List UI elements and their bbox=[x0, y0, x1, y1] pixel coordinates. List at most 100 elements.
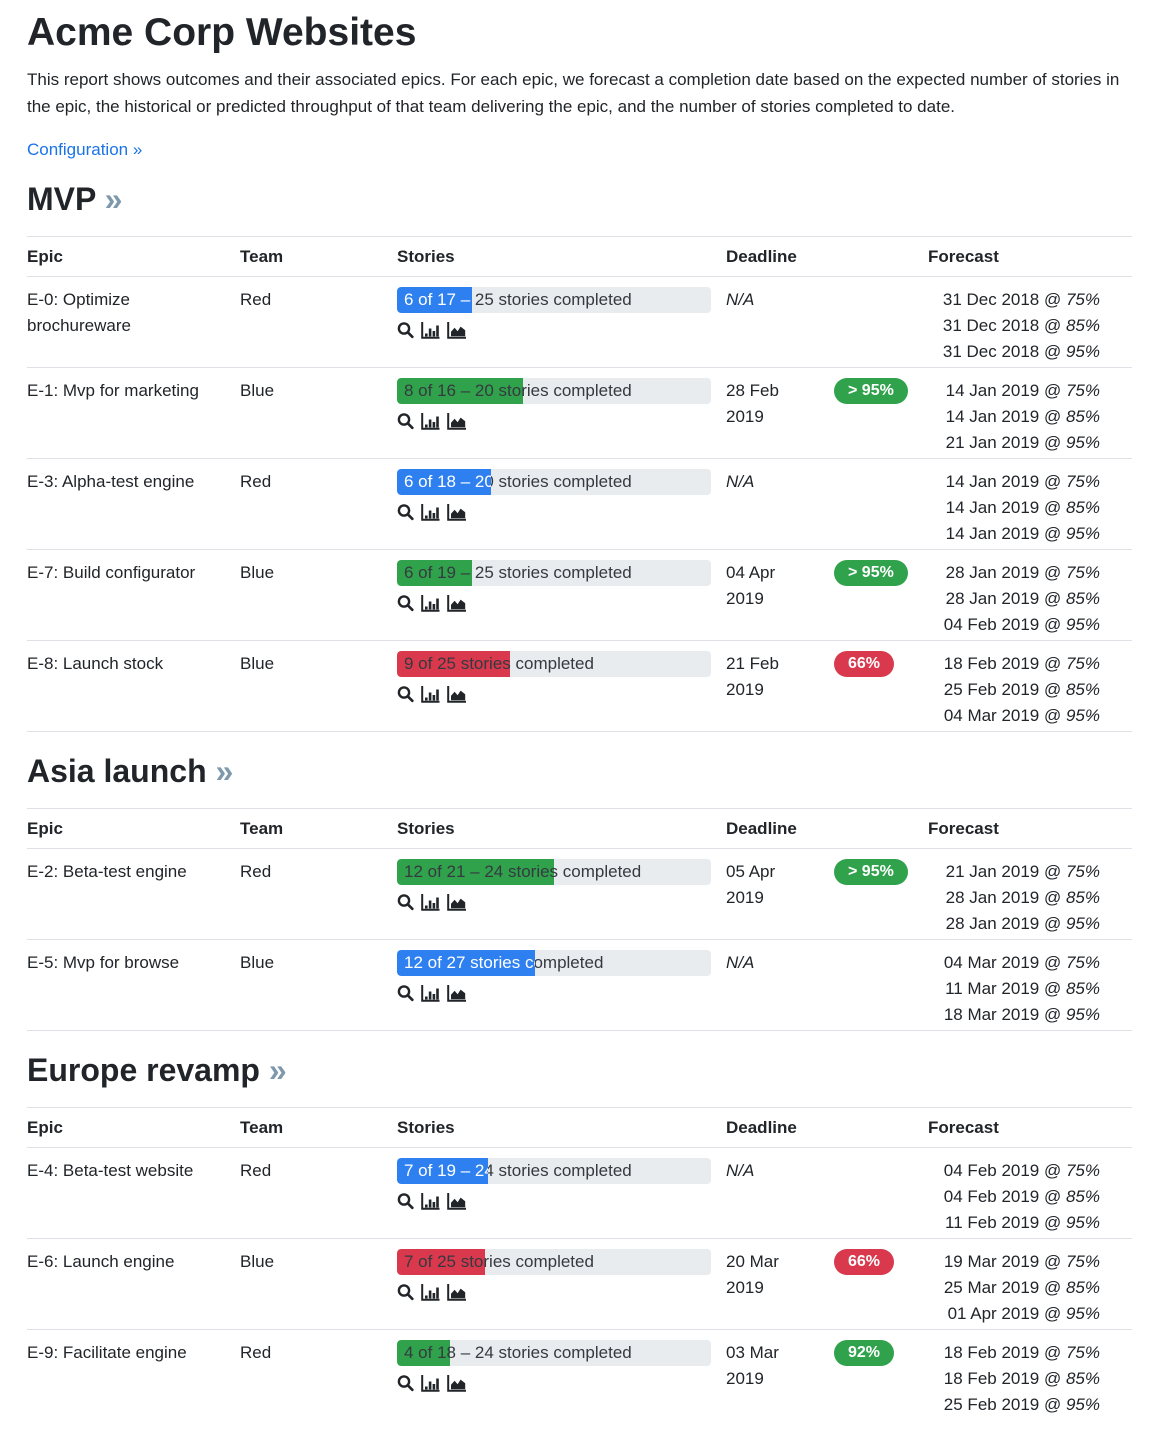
search-icon[interactable] bbox=[397, 1374, 414, 1392]
forecast-line: 28 Jan 2019 @ 85% bbox=[945, 589, 1100, 608]
bar-chart-icon[interactable] bbox=[421, 894, 440, 911]
stories-progress-bar: 4 of 18 – 24 stories completed 4 of 18 –… bbox=[397, 1340, 711, 1366]
search-icon[interactable] bbox=[397, 1283, 414, 1301]
deadline-cell: N/A bbox=[726, 1147, 928, 1239]
stories-progress-bar: 6 of 19 – 25 stories completed 6 of 19 –… bbox=[397, 560, 711, 586]
search-icon[interactable] bbox=[397, 412, 414, 430]
epic-row: E-6: Launch engine Blue 7 of 25 stories … bbox=[27, 1238, 1132, 1330]
bar-chart-icon[interactable] bbox=[421, 985, 440, 1002]
area-chart-icon[interactable] bbox=[447, 1193, 467, 1210]
bar-chart-icon[interactable] bbox=[421, 1193, 440, 1210]
forecast-line: 18 Mar 2019 @ 95% bbox=[943, 1005, 1100, 1024]
forecast-line: 31 Dec 2018 @ 95% bbox=[942, 342, 1100, 361]
forecast-line: 11 Mar 2019 @ 85% bbox=[945, 979, 1100, 998]
column-header-stories: Stories bbox=[397, 808, 726, 849]
column-header-deadline: Deadline bbox=[726, 236, 928, 277]
stories-progress-bar: 7 of 25 stories completed 7 of 25 storie… bbox=[397, 1249, 711, 1275]
bar-chart-icon[interactable] bbox=[421, 413, 440, 430]
team-name: Blue bbox=[240, 367, 397, 459]
forecast-line: 25 Feb 2019 @ 85% bbox=[943, 680, 1100, 699]
column-header-deadline: Deadline bbox=[726, 808, 928, 849]
forecast-line: 21 Jan 2019 @ 95% bbox=[945, 433, 1100, 452]
stories-actions bbox=[397, 684, 726, 703]
forecast-line: 31 Dec 2018 @ 85% bbox=[942, 316, 1100, 335]
forecast-line: 04 Feb 2019 @ 75% bbox=[943, 1161, 1100, 1180]
search-icon[interactable] bbox=[397, 503, 414, 521]
area-chart-icon[interactable] bbox=[447, 686, 467, 703]
probability-badge: 66% bbox=[834, 1249, 895, 1275]
forecast-line: 11 Feb 2019 @ 95% bbox=[945, 1213, 1100, 1232]
area-chart-icon[interactable] bbox=[447, 985, 467, 1002]
forecast-line: 01 Apr 2019 @ 95% bbox=[947, 1304, 1100, 1323]
forecast-line: 19 Mar 2019 @ 75% bbox=[943, 1252, 1100, 1271]
search-icon[interactable] bbox=[397, 984, 414, 1002]
team-name: Blue bbox=[240, 640, 397, 732]
probability-badge: > 95% bbox=[834, 378, 908, 404]
section-title: Asia launch bbox=[27, 753, 207, 789]
bar-chart-icon[interactable] bbox=[421, 504, 440, 521]
forecast-line: 04 Feb 2019 @ 85% bbox=[943, 1187, 1100, 1206]
forecast-line: 14 Jan 2019 @ 85% bbox=[945, 407, 1100, 426]
section-title: MVP bbox=[27, 181, 96, 217]
area-chart-icon[interactable] bbox=[447, 504, 467, 521]
deadline-cell: 28 Feb 2019 > 95% bbox=[726, 367, 928, 459]
bar-chart-icon[interactable] bbox=[421, 686, 440, 703]
bar-chart-icon[interactable] bbox=[421, 595, 440, 612]
team-name: Red bbox=[240, 1329, 397, 1420]
probability-badge: > 95% bbox=[834, 859, 908, 885]
stories-actions bbox=[397, 593, 726, 612]
epic-row: E-3: Alpha-test engine Red 6 of 18 – 20 … bbox=[27, 458, 1132, 550]
deadline-cell: N/A bbox=[726, 458, 928, 550]
forecast-line: 04 Mar 2019 @ 95% bbox=[943, 706, 1100, 725]
stories-progress-bar: 7 of 19 – 24 stories completed 7 of 19 –… bbox=[397, 1158, 711, 1184]
deadline-value: 28 Feb 2019 bbox=[726, 381, 779, 426]
probability-badge: 92% bbox=[834, 1340, 895, 1366]
search-icon[interactable] bbox=[397, 1192, 414, 1210]
configuration-link[interactable]: Configuration » bbox=[27, 140, 143, 159]
column-header-team: Team bbox=[240, 236, 397, 277]
search-icon[interactable] bbox=[397, 594, 414, 612]
forecast-list: 18 Feb 2019 @ 75% 18 Feb 2019 @ 85% 25 Feb… bbox=[928, 1329, 1132, 1420]
epics-table: Epic Team Stories Deadline Forecast E-2: Bet… bbox=[27, 808, 1132, 1031]
forecast-line: 04 Mar 2019 @ 75% bbox=[943, 953, 1100, 972]
search-icon[interactable] bbox=[397, 321, 414, 339]
stories-progress-bar: 12 of 21 – 24 stories completed 12 of 21… bbox=[397, 859, 711, 885]
column-header-epic: Epic bbox=[27, 236, 240, 277]
section-link-chevron[interactable]: » bbox=[215, 753, 234, 789]
area-chart-icon[interactable] bbox=[447, 1284, 467, 1301]
deadline-cell: N/A bbox=[726, 276, 928, 368]
search-icon[interactable] bbox=[397, 893, 414, 911]
team-name: Red bbox=[240, 1147, 397, 1239]
deadline-value: 21 Feb 2019 bbox=[726, 654, 779, 699]
stories-progress-label-overlay: 6 of 18 – 20 stories completed bbox=[404, 472, 492, 491]
search-icon[interactable] bbox=[397, 685, 414, 703]
stories-progress-fill: 6 of 17 – 25 stories completed bbox=[397, 287, 473, 313]
stories-progress-fill: 9 of 25 stories completed bbox=[397, 651, 511, 677]
area-chart-icon[interactable] bbox=[447, 322, 467, 339]
deadline-cell: 03 Mar 2019 92% bbox=[726, 1329, 928, 1420]
forecast-line: 14 Jan 2019 @ 85% bbox=[945, 498, 1100, 517]
bar-chart-icon[interactable] bbox=[421, 1284, 440, 1301]
sections-container: MVP » Epic Team Stories Deadline Forecast E-… bbox=[27, 180, 1132, 1420]
section-title: Europe revamp bbox=[27, 1052, 260, 1088]
section-heading: Asia launch » bbox=[27, 752, 1132, 790]
area-chart-icon[interactable] bbox=[447, 894, 467, 911]
stories-progress-label-overlay: 8 of 16 – 20 stories completed bbox=[404, 381, 523, 400]
stories-cell: 12 of 21 – 24 stories completed 12 of 21… bbox=[397, 848, 726, 940]
forecast-line: 14 Jan 2019 @ 95% bbox=[945, 524, 1100, 543]
stories-progress-label: 4 of 18 – 24 stories completed bbox=[404, 1343, 632, 1362]
page-description: This report shows outcomes and their ass… bbox=[27, 70, 1120, 116]
column-header-epic: Epic bbox=[27, 1107, 240, 1148]
page-title: Acme Corp Websites bbox=[27, 11, 417, 54]
stories-cell: 7 of 19 – 24 stories completed 7 of 19 –… bbox=[397, 1147, 726, 1239]
epic-row: E-4: Beta-test website Red 7 of 19 – 24 … bbox=[27, 1147, 1132, 1239]
section-link-chevron[interactable]: » bbox=[268, 1052, 287, 1088]
forecast-list: 19 Mar 2019 @ 75% 25 Mar 2019 @ 85% 01 Apr… bbox=[928, 1238, 1132, 1330]
section-link-chevron[interactable]: » bbox=[104, 181, 123, 217]
bar-chart-icon[interactable] bbox=[421, 1375, 440, 1392]
area-chart-icon[interactable] bbox=[447, 413, 467, 430]
area-chart-icon[interactable] bbox=[447, 1375, 467, 1392]
bar-chart-icon[interactable] bbox=[421, 322, 440, 339]
column-header-deadline: Deadline bbox=[726, 1107, 928, 1148]
area-chart-icon[interactable] bbox=[447, 595, 467, 612]
